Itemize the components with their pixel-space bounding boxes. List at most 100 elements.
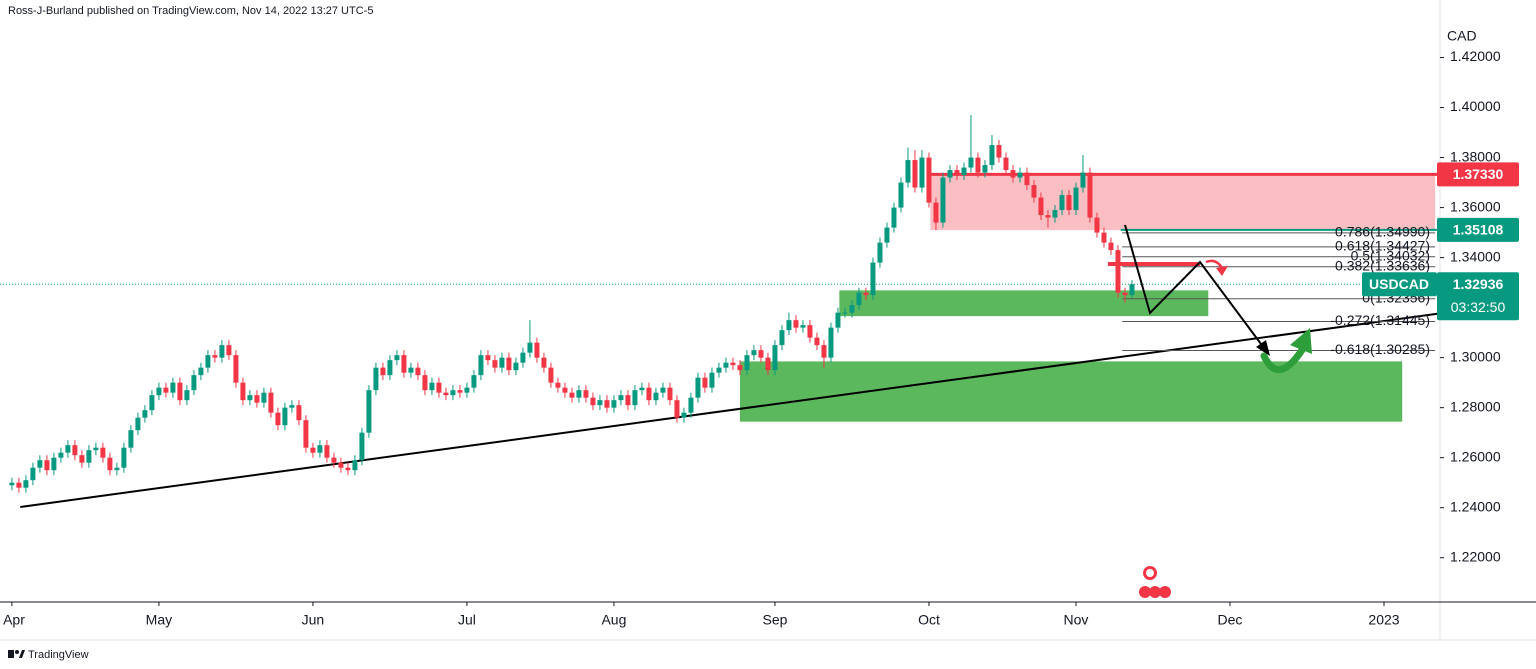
candle-body: [275, 412, 281, 426]
fib-label: 0.618(1.34427): [1335, 238, 1430, 254]
candle-body: [758, 350, 764, 358]
event-icon: [1139, 586, 1151, 598]
candle-body: [135, 417, 141, 431]
candle-body: [982, 165, 988, 173]
y-tick-label: 1.36000: [1450, 198, 1501, 214]
candle-body: [429, 382, 435, 391]
candle-body: [254, 395, 260, 403]
overlay: 0.786(1.34990)0.618(1.34427)0.5(1.34032)…: [1108, 224, 1430, 598]
price-tag: [1437, 217, 1519, 242]
candle-body: [499, 357, 505, 368]
candle-body: [576, 390, 582, 398]
candle-body: [198, 367, 204, 376]
candle-body: [380, 367, 386, 376]
candle-body: [821, 345, 827, 358]
projection-path: [1124, 224, 1265, 349]
candle-body: [268, 392, 274, 413]
candle-body: [387, 360, 393, 376]
candle-body: [849, 305, 855, 313]
candle-body: [142, 410, 148, 418]
x-tick-label: Dec: [1218, 612, 1243, 628]
candle-body: [86, 450, 92, 463]
candle-body: [1122, 292, 1128, 296]
candle-body: [233, 355, 239, 383]
candle-body: [961, 167, 967, 176]
candle-body: [555, 382, 561, 388]
candle-body: [681, 412, 687, 418]
candle-body: [457, 390, 463, 393]
zone: [839, 290, 1209, 317]
candle-body: [891, 207, 897, 228]
candle-body: [751, 350, 757, 356]
red-arrow-head: [1216, 266, 1228, 276]
candle-body: [226, 345, 232, 356]
candle-body: [618, 395, 624, 401]
candle-body: [793, 320, 799, 328]
candle-body: [401, 355, 407, 373]
x-tick-label: Jun: [302, 612, 325, 628]
candle-body: [1024, 172, 1030, 186]
y-tick-label: 1.22000: [1450, 548, 1501, 564]
candle-body: [212, 355, 218, 358]
candle-body: [422, 375, 428, 391]
candle-body: [667, 387, 673, 401]
candle-body: [289, 405, 295, 408]
candle-body: [1087, 172, 1093, 218]
candle-body: [905, 160, 911, 183]
candle-body: [394, 355, 400, 361]
candle-body: [296, 405, 302, 421]
candle-body: [1045, 215, 1051, 218]
brand: TradingView: [28, 649, 89, 661]
candle-body: [1073, 187, 1079, 211]
candle-body: [492, 360, 498, 368]
candle-body: [807, 325, 813, 338]
candle-body: [779, 330, 785, 346]
candle-body: [968, 157, 974, 168]
x-tick-label: Sep: [762, 612, 787, 628]
candle-body: [695, 377, 701, 398]
candle-body: [506, 357, 512, 371]
candle-body: [800, 325, 806, 328]
candle-body: [513, 362, 519, 371]
candle-body: [149, 395, 155, 411]
symbol-label: USDCAD: [1369, 276, 1429, 292]
candle-body: [1129, 284, 1135, 296]
candle-body: [303, 420, 309, 448]
x-tick-label: Apr: [3, 612, 25, 628]
candle-body: [646, 387, 652, 401]
candle-body: [317, 445, 323, 453]
y-tick-label: 1.40000: [1450, 98, 1501, 114]
candle-body: [786, 320, 792, 331]
candle-body: [79, 455, 85, 463]
candle-body: [1115, 250, 1121, 293]
zones: [0, 172, 1441, 508]
y-tick-label: 1.24000: [1450, 498, 1501, 514]
x-tick-label: Jul: [458, 612, 476, 628]
candle-body: [947, 170, 953, 178]
candle-body: [653, 392, 659, 401]
candle-body: [464, 387, 470, 393]
candle-body: [842, 312, 848, 314]
candle-body: [1038, 197, 1044, 216]
currency: CAD: [1447, 28, 1477, 44]
candle-body: [30, 467, 36, 481]
trendline: [20, 312, 1441, 508]
price-tag-label: 1.37330: [1453, 166, 1504, 182]
candle-body: [107, 457, 113, 471]
event-icon-inner: [1146, 569, 1154, 577]
candle-body: [114, 467, 120, 471]
candle-body: [16, 482, 22, 488]
price-tag: [1437, 162, 1519, 187]
candle-body: [191, 375, 197, 391]
candle-body: [121, 447, 127, 468]
candle-body: [1003, 157, 1009, 171]
candle-body: [926, 157, 932, 203]
last-price-label: 1.32936: [1453, 276, 1504, 292]
candle-body: [37, 460, 43, 468]
zone: [930, 174, 1436, 231]
candle-body: [58, 452, 64, 458]
candle-body: [443, 392, 449, 396]
candle-body: [562, 387, 568, 393]
projection-arrow-head: [1256, 340, 1270, 356]
y-tick-label: 1.28000: [1450, 398, 1501, 414]
